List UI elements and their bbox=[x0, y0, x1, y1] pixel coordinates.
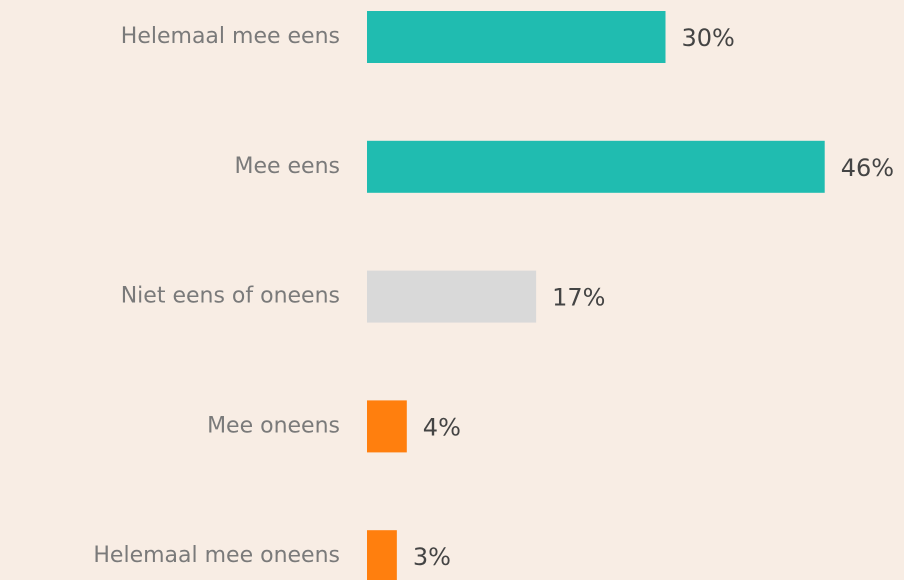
bar bbox=[367, 270, 537, 323]
category-label: Niet eens of oneens bbox=[121, 284, 340, 309]
value-label: 46% bbox=[841, 154, 894, 182]
bar bbox=[367, 140, 825, 193]
category-label: Mee eens bbox=[234, 154, 340, 179]
category-label: Helemaal mee eens bbox=[121, 24, 340, 49]
bar bbox=[367, 11, 666, 63]
value-label: 4% bbox=[423, 413, 461, 441]
value-label: 30% bbox=[682, 24, 735, 52]
category-label: Mee oneens bbox=[207, 413, 340, 438]
value-label: 3% bbox=[413, 543, 451, 571]
value-label: 17% bbox=[552, 284, 605, 312]
category-label: Helemaal mee oneens bbox=[93, 543, 340, 568]
bar bbox=[367, 530, 397, 580]
bar bbox=[367, 400, 407, 453]
